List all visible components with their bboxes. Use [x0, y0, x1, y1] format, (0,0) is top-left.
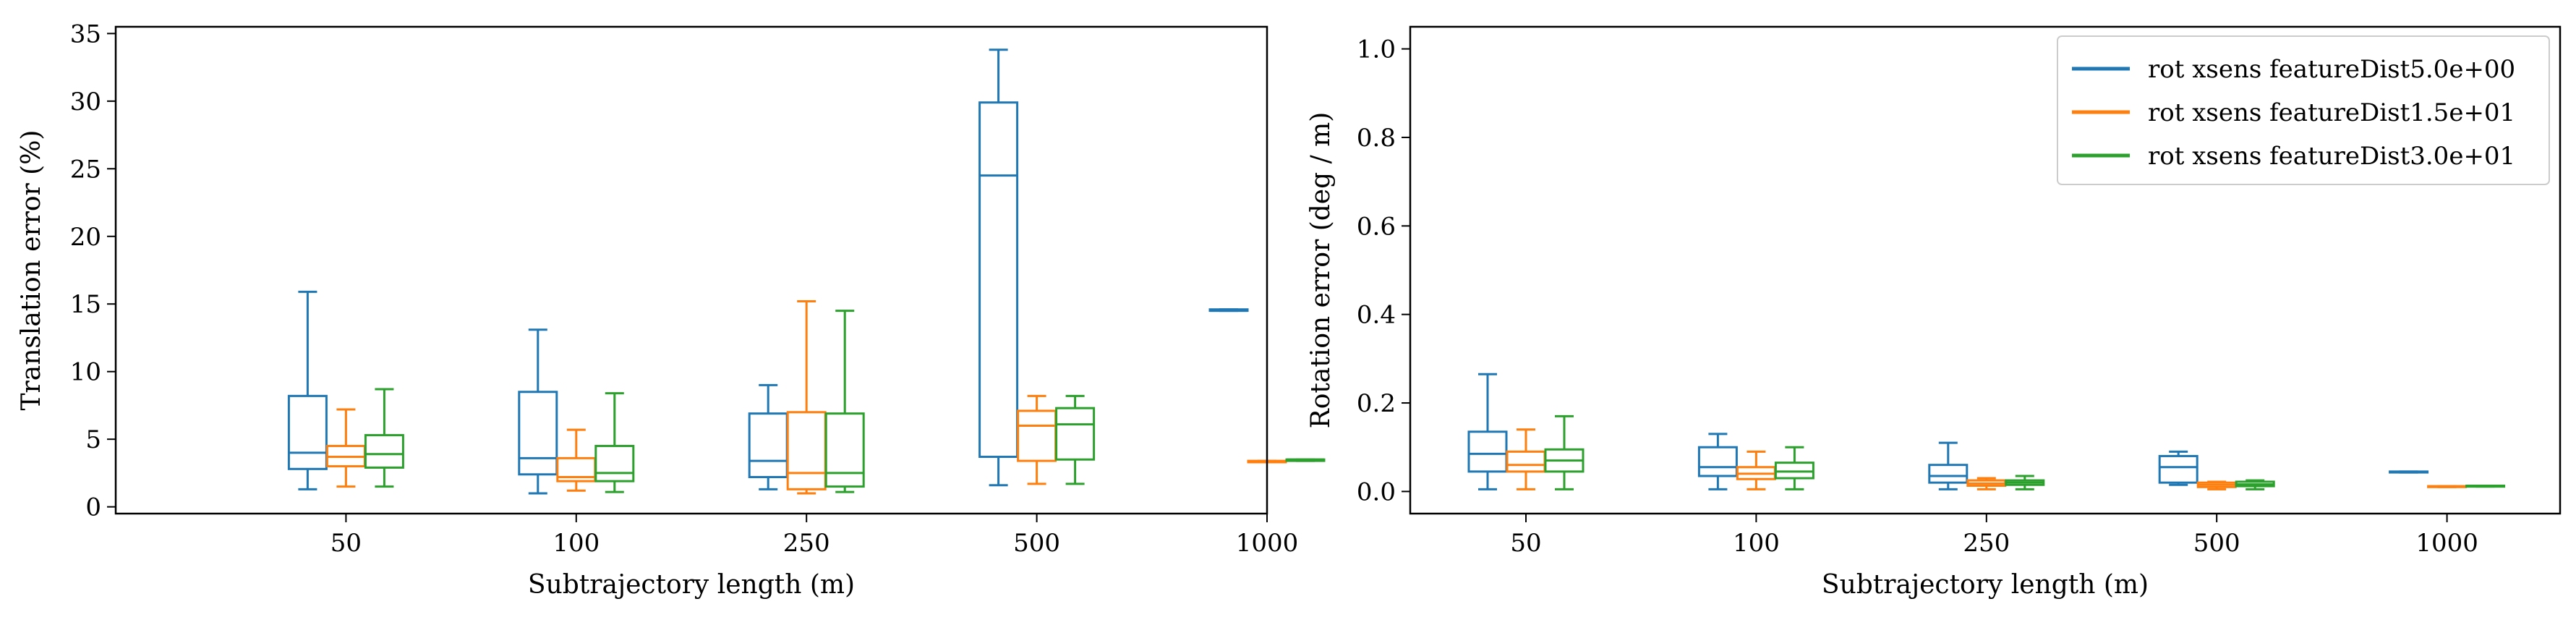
- box-rot-xsens-featuredist1-5e-01-100: [556, 428, 597, 492]
- x-tick-label: 250: [783, 529, 830, 558]
- x-tick-label: 250: [1963, 529, 2010, 558]
- box-rot-xsens-featuredist3-0e-01-250: [824, 310, 865, 493]
- box-iqr: [824, 412, 865, 488]
- rotation-error-chart: 0.0 0.2 0.4 0.6 0.8 1.0 50 100 250 500 1000 Subtraj…: [1306, 25, 2562, 600]
- box-rot-xsens-featuredist3-0e-01-50: [364, 388, 404, 488]
- legend-label: rot xsens featureDist3.0e+01: [2148, 142, 2515, 171]
- box-iqr: [748, 412, 788, 479]
- box-rot-xsens-featuredist3-0e-01-250: [2005, 475, 2045, 490]
- x-tick-label: 500: [1013, 529, 1060, 558]
- box-rot-xsens-featuredist1-5e-01-500: [1017, 394, 1057, 485]
- y-tick-label: 0.4: [1357, 301, 1396, 330]
- legend-frame: [2057, 35, 2550, 185]
- y-tick-label: 0.6: [1357, 212, 1396, 241]
- box-iqr: [2158, 454, 2198, 484]
- box-rot-xsens-featuredist3-0e-01-1000: [1285, 458, 1326, 462]
- x-tick-label: 500: [2193, 529, 2240, 558]
- y-axis-label: Translation error (%): [17, 130, 46, 411]
- x-axis-label: Subtrajectory length (m): [1822, 570, 2149, 600]
- y-tick-label: 20: [70, 223, 101, 252]
- box-iqr: [786, 411, 827, 490]
- box-iqr: [1697, 446, 1738, 477]
- y-tick-label: 15: [70, 290, 101, 319]
- box-rot-xsens-featuredist5-0e-00-50: [1467, 373, 1508, 490]
- box-iqr: [1928, 464, 1969, 484]
- box-iqr: [1506, 450, 1546, 473]
- box-rot-xsens-featuredist3-0e-01-50: [1544, 414, 1585, 490]
- box-iqr: [1017, 409, 1057, 462]
- box-rot-xsens-featuredist3-0e-01-100: [1774, 446, 1814, 490]
- box-rot-xsens-featuredist5-0e-00-250: [1928, 441, 1969, 490]
- box-rot-xsens-featuredist5-0e-00-1000: [1208, 308, 1249, 312]
- box-iqr: [594, 445, 635, 482]
- box-rot-xsens-featuredist1-5e-01-250: [786, 299, 827, 495]
- box-iqr: [978, 101, 1019, 458]
- y-tick-label: 30: [70, 88, 101, 116]
- legend-label: rot xsens featureDist1.5e+01: [2148, 98, 2515, 127]
- y-tick-label: 1.0: [1357, 35, 1396, 64]
- box-rot-xsens-featuredist1-5e-01-50: [325, 408, 366, 488]
- x-tick-label: 50: [330, 529, 362, 558]
- box-rot-xsens-featuredist5-0e-00-100: [1697, 433, 1738, 490]
- y-tick-label: 5: [85, 425, 101, 454]
- y-axis-label: Rotation error (deg / m): [1306, 112, 1336, 429]
- y-tick-label: 0.0: [1357, 477, 1396, 506]
- plot-frame: [1409, 25, 2562, 515]
- legend-label: rot xsens featureDist5.0e+00: [2148, 55, 2515, 84]
- plot-frame: [114, 25, 1268, 515]
- x-tick-label: 1000: [2415, 529, 2478, 558]
- box-iqr: [1055, 407, 1096, 461]
- box-iqr: [1467, 430, 1508, 473]
- box-rot-xsens-featuredist3-0e-01-500: [1055, 394, 1096, 485]
- x-tick-label: 1000: [1236, 529, 1299, 558]
- box-rot-xsens-featuredist5-0e-00-500: [978, 48, 1019, 487]
- y-tick-label: 35: [70, 20, 101, 48]
- box-iqr: [1774, 462, 1814, 480]
- box-iqr: [364, 434, 404, 469]
- y-tick-label: 0.2: [1357, 389, 1396, 418]
- box-rot-xsens-featuredist1-5e-01-250: [1966, 477, 2007, 490]
- y-tick-label: 10: [70, 358, 101, 387]
- y-tick-label: 25: [70, 155, 101, 184]
- box-iqr: [518, 391, 558, 476]
- box-rot-xsens-featuredist1-5e-01-50: [1506, 428, 1546, 490]
- x-axis-label: Subtrajectory length (m): [528, 570, 855, 600]
- box-rot-xsens-featuredist3-0e-01-100: [594, 392, 635, 493]
- box-rot-xsens-featuredist5-0e-00-100: [518, 328, 558, 495]
- y-tick-label: 0.8: [1357, 124, 1396, 153]
- box-rot-xsens-featuredist1-5e-01-1000: [2427, 485, 2468, 488]
- x-tick-label: 100: [1733, 529, 1780, 558]
- box-iqr: [287, 394, 328, 470]
- legend: rot xsens featureDist5.0e+00 rot xsens fe…: [2057, 35, 2550, 185]
- box-rot-xsens-featuredist5-0e-00-500: [2158, 450, 2198, 486]
- box-rot-xsens-featuredist3-0e-01-1000: [2465, 484, 2506, 488]
- box-rot-xsens-featuredist5-0e-00-250: [748, 383, 788, 490]
- box-rot-xsens-featuredist3-0e-01-500: [2235, 479, 2275, 490]
- box-rot-xsens-featuredist5-0e-00-50: [287, 290, 328, 490]
- y-tick-label: 0: [85, 493, 101, 522]
- x-tick-label: 100: [553, 529, 600, 558]
- box-rot-xsens-featuredist1-5e-01-500: [2196, 480, 2237, 490]
- x-tick-label: 50: [1510, 529, 1541, 558]
- box-rot-xsens-featuredist1-5e-01-100: [1736, 450, 1776, 490]
- translation-error-chart: 0 5 10 15 20 25 30 35 50 100 250 500 1000 Subtrajecto…: [17, 20, 1326, 600]
